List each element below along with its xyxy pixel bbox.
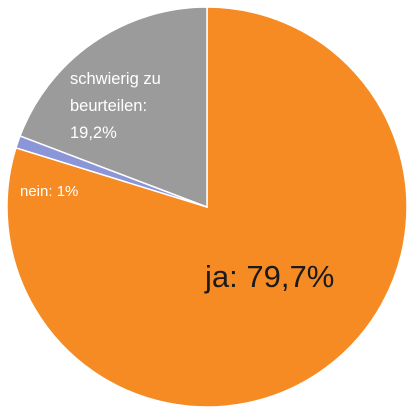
slice-label-schwierig: schwierig zu beurteilen: 19,2% — [70, 70, 165, 142]
slice-label-schwierig-line3: 19,2% — [70, 124, 117, 142]
pie-slices — [6, 6, 408, 408]
pie-labels: ja: 79,7% nein: 1% schwierig zu beurteil… — [20, 70, 334, 294]
slice-label-schwierig-line1: schwierig zu — [70, 70, 161, 88]
slice-label-nein: nein: 1% — [20, 183, 78, 200]
slice-label-ja: ja: 79,7% — [204, 259, 334, 294]
slice-schwierig — [19, 6, 208, 209]
slice-label-schwierig-line2: beurteilen: — [70, 97, 147, 115]
